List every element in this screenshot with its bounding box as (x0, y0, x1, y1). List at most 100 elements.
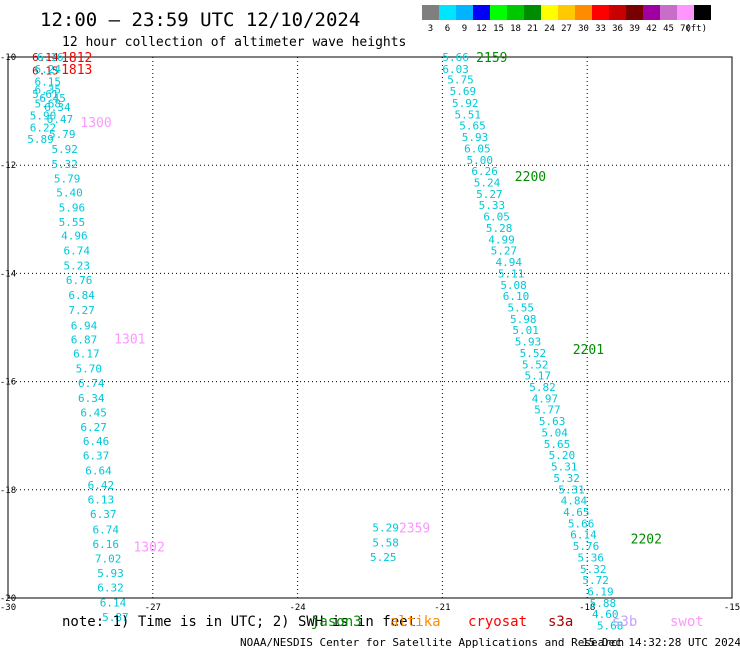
swh-value-label: 5.25 (370, 551, 397, 564)
colorbar-swatch (541, 5, 558, 20)
swh-value-label: 5.52 (522, 358, 549, 371)
colorbar-tick-label: 24 (544, 24, 555, 34)
colorbar-swatch (473, 5, 490, 20)
swh-value-label: 6.15 (32, 65, 59, 78)
pass-time-label: 2202 (631, 532, 662, 547)
swh-value-label: 5.93 (462, 131, 489, 144)
swh-value-label: 5.90 (30, 109, 57, 122)
pass-time-label: 2359 (399, 522, 430, 537)
swh-value-label: 5.70 (76, 363, 103, 376)
swh-value-label: 5.79 (54, 173, 81, 186)
colorbar-unit-label: (ft) (685, 24, 707, 34)
swh-value-label: 5.20 (549, 449, 576, 462)
pass-time-label: 1301 (114, 332, 145, 347)
satellite-legend: jason3 altika cryosat s3a s3b swot (311, 614, 704, 630)
swh-value-label: 5.32 (51, 158, 78, 171)
satellite-legend-entry: swot (670, 614, 704, 630)
colorbar-swatch (524, 5, 541, 20)
map-subtitle: 12 hour collection of altimeter wave hei… (62, 35, 406, 50)
swh-value-label: 5.55 (508, 301, 535, 314)
pass-time-label: 1812 (61, 51, 92, 66)
swh-value-label: 5.29 (372, 522, 399, 535)
swh-value-label: 7.27 (68, 304, 95, 317)
satellite-legend-entry: s3b (612, 614, 637, 630)
colorbar-swatch (507, 5, 524, 20)
lon-tick-label: -24 (289, 603, 305, 613)
colorbar-tick-label: 18 (510, 24, 521, 34)
swh-value-label: 5.00 (467, 154, 494, 167)
swh-value-label: 5.75 (447, 74, 474, 87)
swh-value-label: 6.87 (71, 333, 98, 346)
swh-value-label: 5.51 (454, 108, 481, 121)
swh-value-label: 6.45 (80, 406, 107, 419)
swh-value-label: 6.16 (37, 51, 64, 64)
axis-tick-labels: -30 -27 -24 -21 -18 -15 -10 -12 -14 -16 -18 -20 (0, 53, 740, 613)
lat-tick-label: -18 (0, 486, 16, 496)
pass-time-label: 1813 (61, 63, 92, 78)
lon-tick-label: -21 (434, 603, 450, 613)
colorbar-swatch (626, 5, 643, 20)
swh-value-label: 5.40 (56, 186, 82, 199)
swh-value-label: 5.93 (97, 567, 124, 580)
satellite-legend-entry: s3a (548, 614, 573, 630)
swh-value-label: 6.64 (85, 464, 112, 477)
colorbar-tick-label: 12 (476, 24, 487, 34)
colorbar-swatch (575, 5, 592, 20)
swh-value-label: 6.46 (83, 435, 110, 448)
satellite-legend-entry: altika (390, 614, 441, 630)
colorbar-swatch (439, 5, 456, 20)
swh-value-label: 5.52 (520, 347, 547, 360)
swh-value-label: 6.74 (92, 523, 119, 536)
swh-value-label: 6.74 (64, 245, 91, 258)
colorbar-tick-label: 3 (428, 24, 433, 34)
swh-value-label: 7.02 (95, 553, 122, 566)
colorbar-tick-label: 15 (493, 24, 504, 34)
lat-tick-label: -14 (0, 269, 16, 279)
swh-value-label: 4.94 (495, 256, 522, 269)
swh-value-label: 5.31 (551, 461, 578, 474)
lat-tick-label: -10 (0, 53, 16, 63)
swh-value-label: 5.27 (491, 245, 517, 258)
colorbar-swatch (660, 5, 677, 20)
swh-value-label: 6.14 (570, 529, 597, 542)
lon-tick-label: -30 (0, 603, 16, 613)
swh-value-label: 5.68 (597, 620, 624, 633)
swh-value-label: 6.05 (464, 142, 491, 155)
colorbar-swatch (592, 5, 609, 20)
colorbar-swatch (456, 5, 473, 20)
swh-value-label: 5.69 (450, 85, 477, 98)
swh-value-label: 5.58 (372, 536, 399, 549)
swh-value-label: 5.68 (35, 98, 62, 111)
swh-value-label: 5.31 (558, 483, 585, 496)
swh-value-label: 5.66 (442, 51, 469, 64)
swh-value-label: 6.84 (68, 289, 95, 302)
swh-value-label: 5.92 (452, 97, 479, 110)
swh-value-label: 5.24 (474, 177, 501, 190)
swh-value-label: 5.23 (64, 259, 91, 272)
swh-value-label: 5.01 (512, 324, 539, 337)
swh-value-label: 6.22 (30, 121, 57, 134)
colorbar-swatch (558, 5, 575, 20)
swh-value-label: 5.55 (59, 216, 86, 229)
swh-value-label: 6.14 (100, 596, 127, 609)
swh-value-label: 5.77 (534, 404, 561, 417)
swh-value-label: 5.33 (479, 199, 506, 212)
lon-tick-label: -15 (724, 603, 740, 613)
swh-value-label: 5.28 (486, 222, 512, 235)
lat-tick-label: -16 (0, 378, 16, 388)
satellite-legend-entry: jason3 (311, 614, 362, 630)
swh-value-label: 6.94 (71, 319, 98, 332)
swh-value-label: 6.26 (471, 165, 498, 178)
swh-value-label: 4.65 (563, 506, 590, 519)
timestamp-text: 15 Dec 14:32:28 UTC 2024 (582, 636, 740, 649)
colorbar-tick-label: 30 (578, 24, 589, 34)
swh-value-label: 5.89 (27, 133, 54, 146)
credit-text: NOAA/NESDIS Center for Satellite Applica… (240, 636, 624, 649)
swh-value-label: 6.27 (80, 421, 107, 434)
swh-value-label: 4.84 (561, 495, 588, 508)
colorbar-tick-label: 9 (462, 24, 467, 34)
swh-value-label: 5.82 (529, 381, 556, 394)
colorbar-tick-label: 21 (527, 24, 538, 34)
swh-value-label: 5.65 (544, 438, 571, 451)
